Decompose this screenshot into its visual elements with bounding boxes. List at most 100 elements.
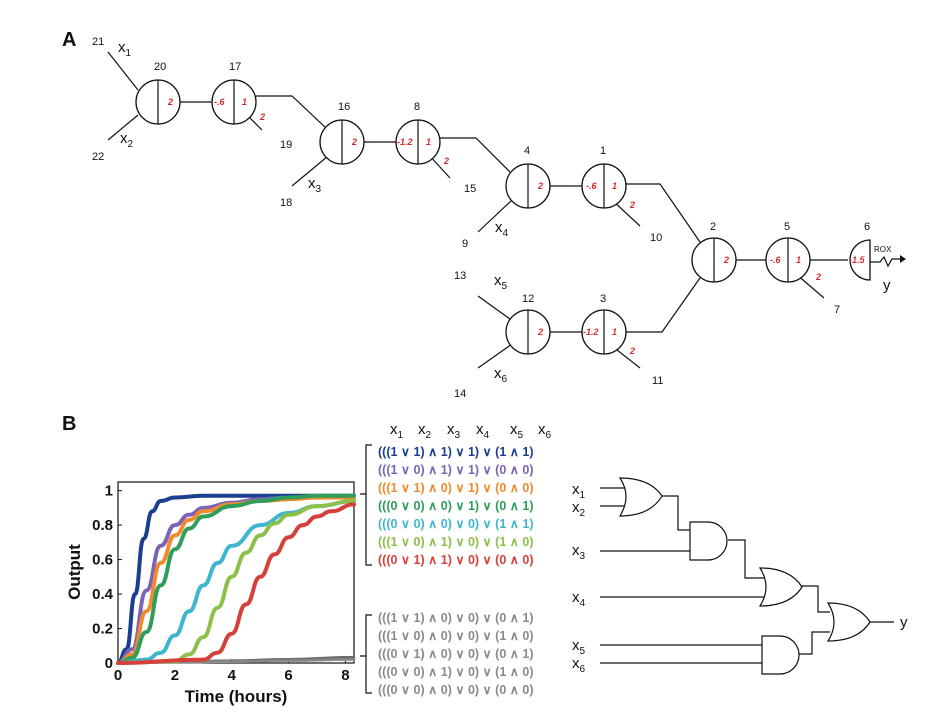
series-line	[116, 493, 356, 665]
svg-text:19: 19	[280, 139, 292, 151]
expression-braces	[360, 444, 372, 694]
svg-text:-.6: -.6	[586, 181, 597, 191]
svg-text:2: 2	[537, 327, 543, 337]
svg-text:2: 2	[167, 97, 173, 107]
svg-text:1: 1	[612, 327, 617, 337]
svg-text:18: 18	[280, 197, 292, 209]
svg-text:6: 6	[864, 221, 870, 233]
svg-text:2: 2	[351, 137, 357, 147]
node-12: 12 2	[505, 293, 551, 355]
svg-text:22: 22	[92, 151, 104, 163]
y-tick-label: 1	[105, 483, 113, 500]
svg-text:9: 9	[462, 238, 468, 250]
svg-text:x3: x3	[572, 542, 586, 562]
svg-text:12: 12	[522, 293, 534, 305]
expression-on: (((1 ∨ 0) ∧ 1) ∨ 1) ∨ (0 ∧ 0)	[378, 463, 534, 477]
expression-off: (((0 ∨ 0) ∧ 0) ∨ 0) ∨ (0 ∧ 0)	[378, 683, 534, 697]
expression-on: (((1 ∨ 1) ∧ 1) ∨ 1) ∨ (1 ∧ 1)	[378, 445, 534, 459]
svg-text:x5: x5	[494, 272, 508, 292]
or-gate-3	[826, 602, 871, 642]
reporter-label: ROX	[874, 245, 892, 254]
svg-text:x6: x6	[572, 655, 586, 675]
x-tick-label: 0	[114, 667, 122, 684]
svg-text:2: 2	[259, 112, 265, 122]
node-1: 1 -.6 1 2	[581, 145, 635, 210]
svg-text:16: 16	[338, 101, 350, 113]
svg-text:1: 1	[242, 97, 247, 107]
svg-text:2: 2	[710, 221, 716, 233]
expression-on: (((1 ∨ 0) ∧ 1) ∨ 0) ∨ (1 ∧ 0)	[378, 535, 534, 549]
svg-text:2: 2	[815, 272, 821, 282]
svg-text:3: 3	[600, 293, 606, 305]
node-16: 16 2	[319, 101, 365, 165]
y-tick-label: 0.4	[92, 586, 114, 603]
svg-text:x5: x5	[572, 637, 586, 657]
svg-text:1: 1	[600, 145, 606, 157]
svg-text:-.6: -.6	[770, 255, 781, 265]
svg-text:x4: x4	[572, 589, 586, 609]
expression-on: (((0 ∨ 1) ∧ 1) ∨ 0) ∨ (0 ∧ 0)	[378, 553, 534, 567]
svg-text:4: 4	[524, 145, 530, 157]
svg-text:-1.2: -1.2	[583, 327, 599, 337]
svg-text:5: 5	[784, 221, 790, 233]
svg-text:2: 2	[443, 156, 449, 166]
y-tick-label: 0	[105, 655, 113, 672]
node-3: 3 -1.2 1 2	[581, 293, 635, 356]
svg-text:x1: x1	[118, 39, 132, 59]
svg-text:1: 1	[426, 137, 431, 147]
svg-text:-.6: -.6	[214, 97, 225, 107]
expression-off: (((1 ∨ 1) ∧ 0) ∨ 0) ∨ (0 ∧ 1)	[378, 611, 534, 625]
svg-text:11: 11	[652, 375, 663, 387]
expression-off: (((0 ∨ 0) ∧ 1) ∨ 0) ∨ (1 ∧ 0)	[378, 665, 534, 679]
or-gate-1	[618, 477, 663, 517]
and-gate-1	[689, 521, 728, 561]
x-tick-label: 4	[228, 667, 237, 684]
svg-text:2: 2	[629, 200, 635, 210]
series-line	[116, 502, 356, 665]
x-tick-label: 2	[171, 667, 179, 684]
and-gate-2	[761, 635, 800, 675]
svg-text:x1: x1	[572, 481, 586, 501]
logic-circuit: x1 x2 x3 x4 x5 x6 y	[572, 477, 908, 675]
truth-table-header: x1 x2 x3 x4 x5 x6	[390, 421, 552, 441]
svg-text:x6: x6	[538, 421, 552, 441]
node-8: 8 -1.2 1 2	[395, 101, 449, 166]
svg-text:7: 7	[834, 304, 840, 316]
panel-a-wires	[107, 51, 848, 369]
circuit-output-label: y	[900, 614, 908, 631]
svg-text:13: 13	[454, 270, 466, 282]
or-gate-2	[758, 567, 803, 607]
node-5: 5 -.6 1 2	[765, 221, 821, 283]
x-tick-label: 8	[341, 667, 349, 684]
svg-text:2: 2	[537, 181, 543, 191]
svg-text:10: 10	[650, 232, 662, 244]
svg-text:x5: x5	[510, 421, 524, 441]
expression-on: (((1 ∨ 1) ∧ 0) ∨ 1) ∨ (0 ∧ 0)	[378, 481, 534, 495]
svg-text:-1.2: -1.2	[397, 137, 413, 147]
panel-a-letter: A	[62, 29, 76, 51]
svg-text:x2: x2	[418, 421, 432, 441]
svg-text:17: 17	[229, 61, 241, 73]
x-axis-label: Time (hours)	[185, 687, 288, 706]
svg-text:1: 1	[796, 255, 801, 265]
svg-text:15: 15	[464, 183, 476, 195]
svg-text:2: 2	[629, 346, 635, 356]
node-6-reporter: 6 -1.5 ROX y	[849, 221, 906, 294]
svg-text:x3: x3	[447, 421, 461, 441]
svg-text:1: 1	[612, 181, 617, 191]
y-tick-label: 0.2	[92, 621, 113, 638]
panel-a-input-labels: 21 x1 22 x2 18 x3 9 x4 13 x5 14 x6 19 15…	[92, 36, 840, 400]
svg-text:x2: x2	[120, 130, 134, 150]
svg-text:20: 20	[154, 61, 166, 73]
expression-off: (((1 ∨ 0) ∧ 0) ∨ 0) ∨ (1 ∧ 0)	[378, 629, 534, 643]
node-2: 2 2	[691, 221, 737, 283]
svg-text:x1: x1	[390, 421, 404, 441]
series-line	[116, 499, 356, 665]
y-tick-label: 0.8	[92, 517, 113, 534]
node-4: 4 2	[505, 145, 551, 209]
y-tick-label: 0.6	[92, 552, 113, 569]
svg-text:8: 8	[414, 101, 420, 113]
off-expressions: (((1 ∨ 1) ∧ 0) ∨ 0) ∨ (0 ∧ 1) (((1 ∨ 0) …	[378, 611, 534, 697]
output-y-label: y	[883, 277, 891, 294]
svg-text:x3: x3	[308, 175, 322, 195]
